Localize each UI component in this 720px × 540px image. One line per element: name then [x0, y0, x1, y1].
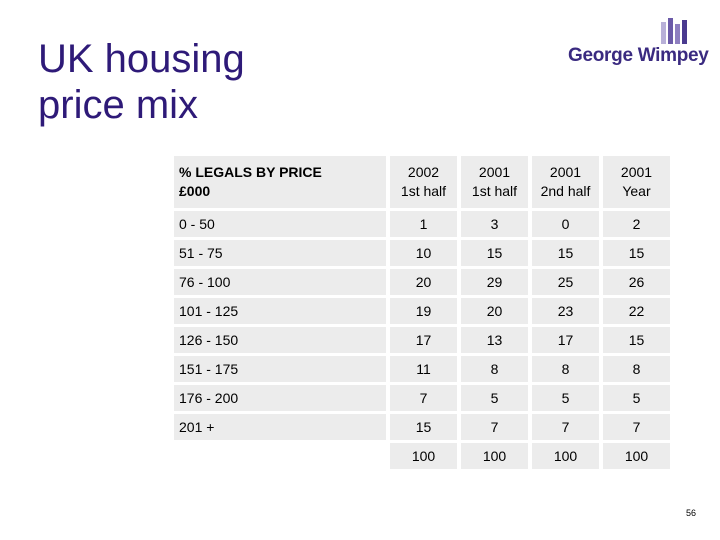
header-label-cell: % LEGALS BY PRICE £000 — [174, 156, 386, 208]
total-cell: 100 — [603, 443, 670, 469]
table-cell: 3 — [461, 211, 528, 237]
table-row: 176 - 200 7 5 5 5 — [174, 385, 670, 411]
column-header-year: 2001 — [549, 164, 582, 180]
column-header-year: 2001 — [478, 164, 511, 180]
table-cell: 19 — [390, 298, 457, 324]
logo-stripes-icon — [661, 18, 687, 44]
table-row: 201 + 15 7 7 7 — [174, 414, 670, 440]
slide-title: UK housing price mix — [38, 36, 358, 128]
table-cell: 5 — [461, 385, 528, 411]
column-header-period: 1st half — [471, 183, 518, 199]
company-logo: George Wimpey — [568, 18, 709, 70]
table-cell: 22 — [603, 298, 670, 324]
row-label: 126 - 150 — [174, 327, 386, 353]
table-header-row: % LEGALS BY PRICE £000 2002 1st half 200… — [174, 156, 670, 208]
table-cell: 7 — [603, 414, 670, 440]
header-label-line-1: % LEGALS BY PRICE — [179, 164, 322, 180]
row-label: 101 - 125 — [174, 298, 386, 324]
table-row: 126 - 150 17 13 17 15 — [174, 327, 670, 353]
column-header-period: Year — [622, 183, 651, 199]
table-cell: 15 — [461, 240, 528, 266]
table-cell: 5 — [532, 385, 599, 411]
column-header: 2002 1st half — [390, 156, 457, 208]
title-line-2: price mix — [38, 83, 199, 127]
table-cell: 23 — [532, 298, 599, 324]
column-header: 2001 2nd half — [532, 156, 599, 208]
table-cell: 5 — [603, 385, 670, 411]
total-cell: 100 — [390, 443, 457, 469]
table-row: 0 - 50 1 3 0 2 — [174, 211, 670, 237]
column-header-period: 1st half — [400, 183, 447, 199]
table-cell: 20 — [390, 269, 457, 295]
logo-wordmark: George Wimpey — [568, 45, 709, 66]
table-row: 101 - 125 19 20 23 22 — [174, 298, 670, 324]
column-header: 2001 Year — [603, 156, 670, 208]
row-label: 51 - 75 — [174, 240, 386, 266]
table-cell: 8 — [532, 356, 599, 382]
column-header: 2001 1st half — [461, 156, 528, 208]
totals-blank-cell — [174, 443, 386, 469]
table-cell: 7 — [532, 414, 599, 440]
table-cell: 17 — [532, 327, 599, 353]
table-cell: 15 — [390, 414, 457, 440]
page-number: 56 — [686, 508, 697, 518]
table-cell: 26 — [603, 269, 670, 295]
table-cell: 8 — [603, 356, 670, 382]
total-cell: 100 — [461, 443, 528, 469]
total-cell: 100 — [532, 443, 599, 469]
row-label: 176 - 200 — [174, 385, 386, 411]
column-header-year: 2001 — [620, 164, 653, 180]
table-cell: 15 — [532, 240, 599, 266]
table-row: 151 - 175 11 8 8 8 — [174, 356, 670, 382]
table-cell: 15 — [603, 327, 670, 353]
table-cell: 20 — [461, 298, 528, 324]
row-label: 76 - 100 — [174, 269, 386, 295]
table-row: 51 - 75 10 15 15 15 — [174, 240, 670, 266]
table-cell: 25 — [532, 269, 599, 295]
table-row: 76 - 100 20 29 25 26 — [174, 269, 670, 295]
table-cell: 2 — [603, 211, 670, 237]
column-header-year: 2002 — [407, 164, 440, 180]
table-cell: 11 — [390, 356, 457, 382]
price-mix-table: % LEGALS BY PRICE £000 2002 1st half 200… — [170, 153, 674, 472]
table-cell: 29 — [461, 269, 528, 295]
table-cell: 1 — [390, 211, 457, 237]
table-cell: 10 — [390, 240, 457, 266]
table-cell: 0 — [532, 211, 599, 237]
table-cell: 17 — [390, 327, 457, 353]
row-label: 201 + — [174, 414, 386, 440]
column-header-period: 2nd half — [540, 183, 591, 199]
table-cell: 15 — [603, 240, 670, 266]
title-line-1: UK housing — [38, 37, 245, 81]
row-label: 151 - 175 — [174, 356, 386, 382]
table-cell: 7 — [461, 414, 528, 440]
table-cell: 8 — [461, 356, 528, 382]
totals-row: 100 100 100 100 — [174, 443, 670, 469]
table-cell: 7 — [390, 385, 457, 411]
table-cell: 13 — [461, 327, 528, 353]
row-label: 0 - 50 — [174, 211, 386, 237]
header-label-line-2: £000 — [179, 183, 211, 199]
